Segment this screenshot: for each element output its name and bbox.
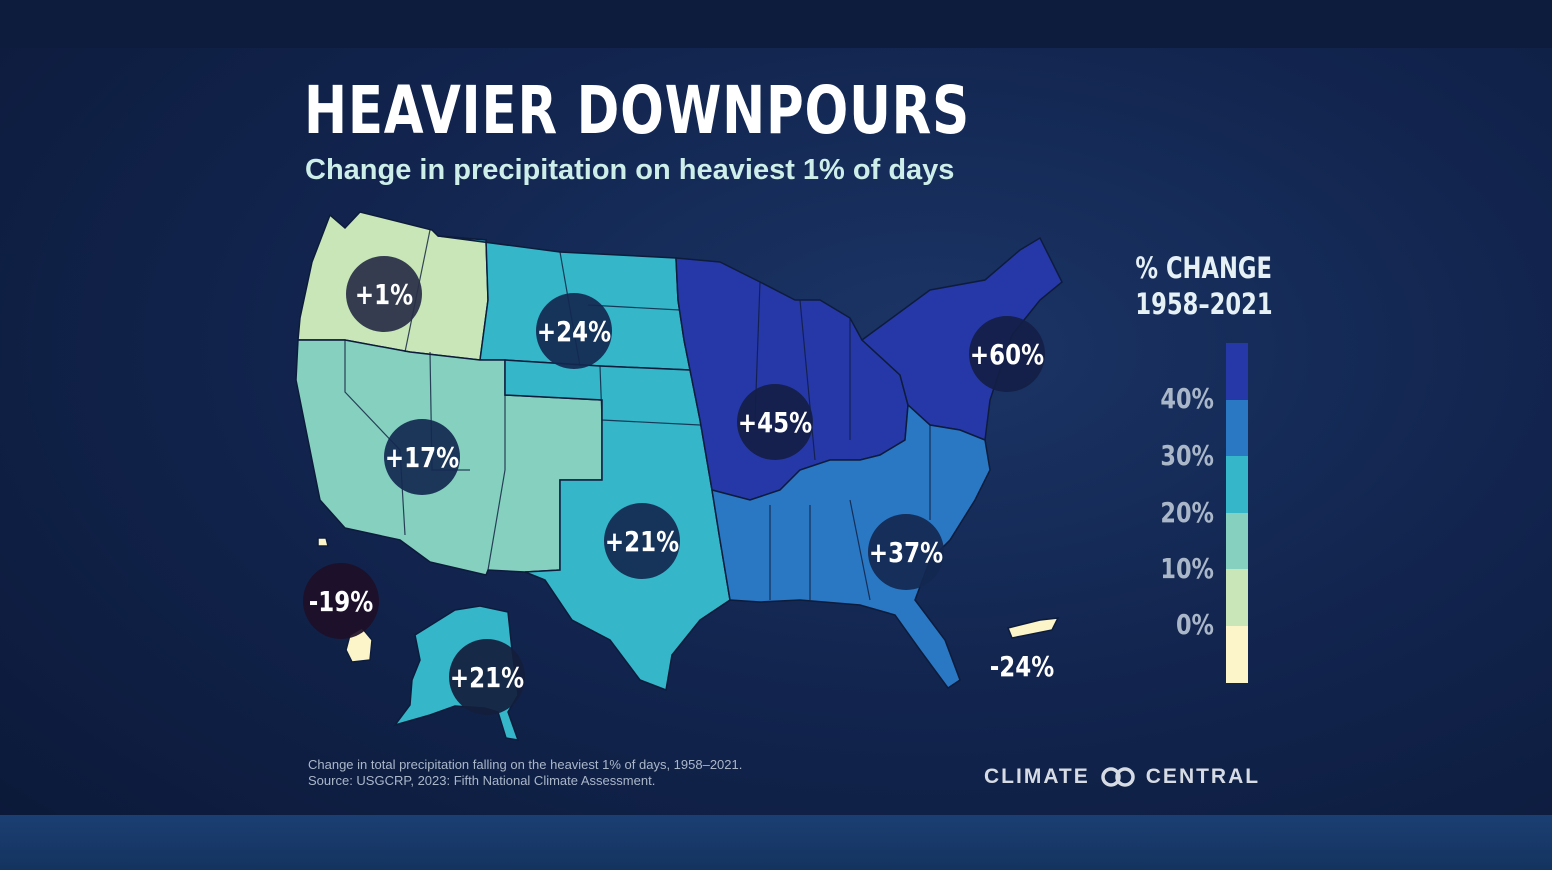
value-label-hawaii: -19% — [309, 586, 373, 619]
value-label-southeast: +37% — [869, 537, 943, 570]
legend-tick-40: 40% — [1160, 382, 1214, 415]
footnote-source: Source: USGCRP, 2023: Fifth National Cli… — [308, 773, 656, 788]
value-badge-circle — [868, 514, 944, 590]
top-band — [0, 0, 1552, 48]
value-badges: +1% +24% +17% +21% +45% +60% +37% -19% +21% -24% — [303, 256, 1054, 715]
legend-swatch-below-0 — [1226, 625, 1248, 683]
legend-color-bar — [1226, 343, 1248, 683]
legend-swatch-20-30 — [1226, 456, 1248, 513]
subtitle: Change in precipitation on heaviest 1% o… — [305, 154, 955, 186]
legend-title: % CHANGE 1958–2021 — [1135, 250, 1273, 322]
legend-tick-0: 0% — [1175, 608, 1214, 641]
value-label-northeast: +60% — [970, 339, 1044, 372]
brand-right: CENTRAL — [1145, 765, 1261, 788]
legend-swatch-40plus — [1226, 343, 1248, 400]
value-label-northwest: +1% — [355, 279, 413, 312]
region-hawaii-island-small — [317, 537, 329, 547]
climate-central-logo: CLIMATE CENTRAL — [984, 765, 1260, 789]
bottom-band — [0, 815, 1552, 870]
legend-tick-10: 10% — [1160, 552, 1214, 585]
legend-swatch-30-40 — [1226, 399, 1248, 457]
value-label-southwest: +17% — [385, 442, 459, 475]
value-badge-circle — [969, 316, 1045, 392]
footnote: Change in total precipitation falling on… — [308, 757, 742, 789]
value-badge-circle — [604, 503, 680, 579]
linked-rings-icon — [1101, 767, 1135, 787]
legend-tick-20: 20% — [1160, 496, 1214, 529]
legend-title-line2: 1958–2021 — [1135, 287, 1273, 321]
value-badge-circle — [449, 639, 525, 715]
value-badge-circle — [384, 419, 460, 495]
legend-swatch-10-20 — [1226, 512, 1248, 570]
value-label-northern-great-plains: +24% — [537, 316, 611, 349]
page-title: HEAVIER DOWNPOURS — [304, 72, 970, 149]
value-badge-circle — [536, 293, 612, 369]
legend-title-line1: % CHANGE — [1135, 251, 1272, 285]
value-label-puerto-rico: -24% — [990, 651, 1054, 684]
brand-left: CLIMATE — [984, 765, 1090, 788]
value-badge-circle — [737, 384, 813, 460]
value-badge-circle — [303, 563, 379, 639]
legend-tick-30: 30% — [1160, 439, 1214, 472]
region-southeast — [711, 403, 991, 690]
region-puerto-rico — [1006, 617, 1060, 639]
value-label-midwest: +45% — [738, 407, 812, 440]
footnote-line1: Change in total precipitation falling on… — [308, 757, 743, 772]
value-label-southern-great-plains: +21% — [605, 526, 679, 559]
value-badge-circle — [346, 256, 422, 332]
value-label-alaska: +21% — [450, 662, 524, 695]
legend-swatch-0-10 — [1226, 569, 1248, 626]
